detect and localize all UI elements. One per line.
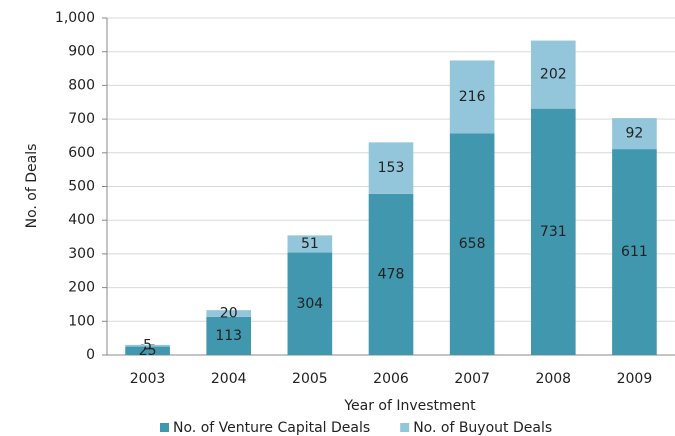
legend-swatch: [160, 423, 169, 432]
bar-segment: [612, 118, 657, 150]
bar-segment: [287, 252, 333, 355]
data-label: 658: [459, 236, 486, 252]
bar-segment: [449, 60, 495, 134]
bar-segment: [287, 235, 333, 253]
legend-label: No. of Venture Capital Deals: [173, 420, 370, 436]
bar-segment: [125, 344, 170, 347]
bar-segment: [530, 40, 576, 109]
y-tick-label: 1,000: [55, 10, 95, 26]
data-label: 92: [626, 126, 644, 142]
x-axis-label: Year of Investment: [343, 398, 476, 414]
data-label: 51: [301, 236, 319, 252]
x-tick-label: 2003: [130, 371, 166, 387]
data-label: 153: [378, 160, 405, 176]
y-tick-label: 300: [68, 246, 95, 262]
data-label: 25: [139, 343, 157, 359]
bar-segment: [206, 316, 252, 355]
data-label: 216: [459, 89, 486, 105]
x-tick-label: 2007: [454, 371, 490, 387]
y-tick-label: 200: [68, 280, 95, 296]
y-tick-label: 700: [68, 111, 95, 127]
y-tick-label: 600: [68, 145, 95, 161]
data-label: 5: [143, 338, 152, 354]
bar-segment: [368, 142, 414, 194]
data-label: 731: [540, 224, 567, 240]
y-tick-label: 400: [68, 212, 95, 228]
y-tick-label: 500: [68, 179, 95, 195]
x-tick-label: 2009: [617, 371, 653, 387]
y-axis-label: No. of Deals: [24, 144, 40, 229]
y-tick-label: 100: [68, 313, 95, 329]
x-tick-label: 2008: [535, 371, 571, 387]
data-label: 113: [215, 328, 242, 344]
y-tick-label: 800: [68, 77, 95, 93]
y-tick-label: 900: [68, 44, 95, 60]
bar-segment: [449, 133, 495, 355]
data-label: 478: [378, 266, 405, 282]
bar-segment: [368, 193, 414, 355]
bar-segment: [530, 108, 576, 355]
bar-segment: [206, 310, 252, 317]
legend-label: No. of Buyout Deals: [413, 420, 552, 436]
data-label: 304: [296, 296, 323, 312]
x-tick-label: 2004: [211, 371, 247, 387]
bar-segment: [612, 149, 657, 355]
legend-swatch: [400, 423, 410, 432]
y-tick-label: 0: [86, 347, 95, 363]
x-tick-label: 2006: [373, 371, 409, 387]
bar-segment: [125, 346, 170, 355]
data-label: 20: [220, 306, 238, 322]
x-tick-label: 2005: [292, 371, 328, 387]
data-label: 202: [540, 67, 567, 83]
data-label: 611: [621, 244, 648, 260]
